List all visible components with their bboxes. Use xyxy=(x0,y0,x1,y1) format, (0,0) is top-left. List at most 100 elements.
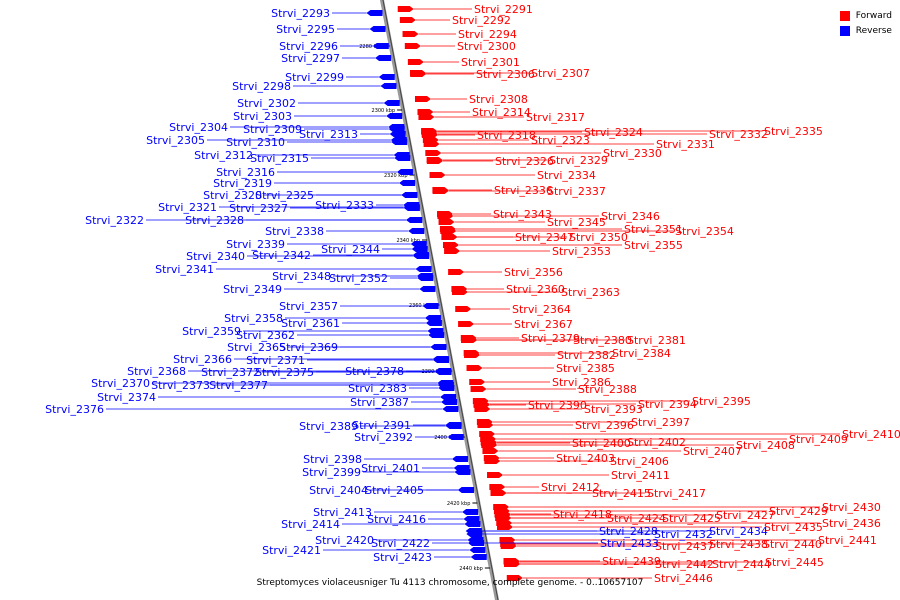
forward-gene-arrow xyxy=(442,242,459,248)
forward-gene-label: Strvi_2332 xyxy=(709,128,768,141)
forward-gene-label: Strvi_2294 xyxy=(458,28,517,41)
forward-gene-label: Strvi_2323 xyxy=(531,134,590,147)
forward-gene-label: Strvi_2334 xyxy=(537,169,596,182)
forward-gene-label: Strvi_2347 xyxy=(515,231,574,244)
forward-gene-arrow xyxy=(426,157,443,163)
forward-gene-label: Strvi_2430 xyxy=(822,501,881,514)
forward-gene-arrow xyxy=(404,43,421,49)
forward-gene-label: Strvi_2306 xyxy=(476,68,535,81)
reverse-gene-label: Strvi_2421 xyxy=(262,544,321,557)
reverse-gene-label: Strvi_2404 xyxy=(309,484,368,497)
reverse-gene-label: Strvi_2348 xyxy=(272,270,331,283)
reverse-gene-arrow xyxy=(470,554,487,560)
legend-reverse-label: Reverse xyxy=(855,25,892,36)
forward-gene-label: Strvi_2381 xyxy=(627,334,686,347)
reverse-gene-label: Strvi_2312 xyxy=(194,149,253,162)
reverse-gene-arrow xyxy=(415,266,432,272)
reverse-gene-label: Strvi_2325 xyxy=(255,189,314,202)
reverse-gene-arrow xyxy=(430,344,447,350)
reverse-gene-label: Strvi_2333 xyxy=(315,199,374,212)
reverse-gene-label: Strvi_2369 xyxy=(279,341,338,354)
reverse-gene-label: Strvi_2305 xyxy=(146,134,205,147)
forward-gene-arrow xyxy=(444,248,461,254)
forward-gene-label: Strvi_2335 xyxy=(764,125,823,138)
forward-gene-arrow xyxy=(429,172,446,178)
forward-gene-label: Strvi_2345 xyxy=(547,216,606,229)
forward-gene-arrow xyxy=(480,436,497,442)
reverse-gene-label: Strvi_2313 xyxy=(299,128,358,141)
reverse-gene-arrow xyxy=(380,83,397,89)
reverse-gene-label: Strvi_2297 xyxy=(281,52,340,65)
reverse-gene-arrow xyxy=(419,286,436,292)
forward-gene-label: Strvi_2427 xyxy=(716,509,775,522)
reverse-gene-arrow xyxy=(386,113,403,119)
forward-gene-label: Strvi_2364 xyxy=(512,303,571,316)
reverse-gene-label: Strvi_2413 xyxy=(313,506,372,519)
reverse-gene-label: Strvi_2401 xyxy=(361,462,420,475)
forward-gene-label: Strvi_2384 xyxy=(612,347,671,360)
forward-gene-arrow xyxy=(461,337,478,343)
reverse-gene-arrow xyxy=(425,320,442,326)
forward-gene-label: Strvi_2417 xyxy=(647,487,706,500)
reverse-gene-arrow xyxy=(411,246,428,252)
reverse-gene-label: Strvi_2392 xyxy=(354,431,413,444)
forward-gene-arrow xyxy=(463,350,480,356)
reverse-gene-arrow xyxy=(388,126,405,132)
reverse-gene-label: Strvi_2434 xyxy=(709,525,768,538)
reverse-gene-arrow xyxy=(391,139,408,145)
forward-gene-arrow xyxy=(409,70,426,76)
reverse-gene-label: Strvi_2299 xyxy=(285,71,344,84)
reverse-gene-label: Strvi_2433 xyxy=(600,537,659,550)
reverse-gene-arrow xyxy=(468,540,485,546)
legend-forward: Forward xyxy=(839,8,892,23)
forward-gene-label: Strvi_2331 xyxy=(656,138,715,151)
reverse-gene-arrow xyxy=(389,131,406,137)
reverse-gene-label: Strvi_2349 xyxy=(223,283,282,296)
forward-gene-label: Strvi_2409 xyxy=(789,433,848,446)
genome-caption: Streptomyces violaceusniger Tu 4113 chro… xyxy=(256,578,644,588)
forward-gene-label: Strvi_2314 xyxy=(472,106,531,119)
reverse-gene-arrow xyxy=(424,315,441,321)
forward-gene-label: Strvi_2385 xyxy=(556,362,615,375)
reverse-gene-label: Strvi_2375 xyxy=(255,366,314,379)
forward-gene-label: Strvi_2382 xyxy=(557,349,616,362)
reverse-gene-label: Strvi_2361 xyxy=(281,317,340,330)
forward-gene-label: Strvi_2317 xyxy=(526,111,585,124)
forward-gene-label: Strvi_2346 xyxy=(601,210,660,223)
forward-gene-arrow xyxy=(503,559,520,565)
forward-gene-label: Strvi_2403 xyxy=(556,452,615,465)
scale-tick-label: 2280 kbp xyxy=(359,44,383,50)
forward-gene-arrow xyxy=(440,228,457,234)
reverse-gene-label: Strvi_2362 xyxy=(236,329,295,342)
reverse-gene-arrow xyxy=(396,169,413,175)
reverse-gene-label: Strvi_2376 xyxy=(45,403,104,416)
reverse-gene-label: Strvi_2389 xyxy=(299,420,358,433)
reverse-gene-label: Strvi_2383 xyxy=(348,382,407,395)
reverse-gene-label: Strvi_2387 xyxy=(350,396,409,409)
reverse-gene-label: Strvi_2373 xyxy=(151,379,210,392)
reverse-gene-label: Strvi_2338 xyxy=(265,225,324,238)
reverse-gene-label: Strvi_2302 xyxy=(237,97,296,110)
reverse-gene-label: Strvi_2316 xyxy=(216,166,275,179)
forward-gene-arrow xyxy=(481,442,498,448)
forward-gene-arrow xyxy=(493,504,510,510)
forward-gene-label: Strvi_2396 xyxy=(575,419,634,432)
reverse-gene-arrow xyxy=(463,516,480,522)
forward-gene-arrow xyxy=(455,306,472,312)
reverse-gene-label: Strvi_2423 xyxy=(373,551,432,564)
scale-tick-label: 2340 kbp xyxy=(396,238,420,244)
forward-gene-arrow xyxy=(451,289,468,295)
forward-gene-arrow xyxy=(490,490,507,496)
forward-gene-arrow xyxy=(437,213,454,219)
forward-gene-arrow xyxy=(402,31,419,37)
forward-gene-label: Strvi_2418 xyxy=(553,508,612,521)
forward-gene-arrow xyxy=(499,537,516,543)
reverse-gene-arrow xyxy=(383,100,400,106)
forward-gene-label: Strvi_2394 xyxy=(638,398,697,411)
forward-gene-arrow xyxy=(474,406,491,412)
forward-gene-label: Strvi_2402 xyxy=(627,436,686,449)
reverse-gene-arrow xyxy=(406,217,423,223)
reverse-gene-label: Strvi_2391 xyxy=(352,419,411,432)
reverse-gene-label: Strvi_2366 xyxy=(173,353,232,366)
